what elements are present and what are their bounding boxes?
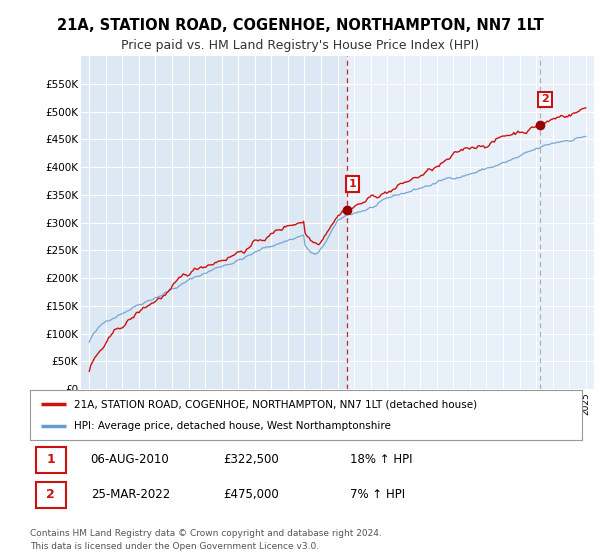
Text: £322,500: £322,500 — [223, 454, 279, 466]
FancyBboxPatch shape — [35, 447, 66, 473]
FancyBboxPatch shape — [35, 482, 66, 507]
Text: 25-MAR-2022: 25-MAR-2022 — [91, 488, 170, 501]
Text: Contains HM Land Registry data © Crown copyright and database right 2024.
This d: Contains HM Land Registry data © Crown c… — [30, 529, 382, 550]
Text: £475,000: £475,000 — [223, 488, 279, 501]
Text: 7% ↑ HPI: 7% ↑ HPI — [350, 488, 405, 501]
Text: 21A, STATION ROAD, COGENHOE, NORTHAMPTON, NN7 1LT: 21A, STATION ROAD, COGENHOE, NORTHAMPTON… — [56, 18, 544, 32]
Text: 1: 1 — [46, 454, 55, 466]
Text: 06-AUG-2010: 06-AUG-2010 — [91, 454, 169, 466]
Text: 18% ↑ HPI: 18% ↑ HPI — [350, 454, 413, 466]
Text: Price paid vs. HM Land Registry's House Price Index (HPI): Price paid vs. HM Land Registry's House … — [121, 39, 479, 53]
Text: HPI: Average price, detached house, West Northamptonshire: HPI: Average price, detached house, West… — [74, 421, 391, 431]
Text: 1: 1 — [349, 179, 356, 189]
Text: 2: 2 — [541, 94, 549, 104]
Text: 21A, STATION ROAD, COGENHOE, NORTHAMPTON, NN7 1LT (detached house): 21A, STATION ROAD, COGENHOE, NORTHAMPTON… — [74, 399, 477, 409]
Text: 2: 2 — [46, 488, 55, 501]
Bar — [347, 56, 594, 389]
